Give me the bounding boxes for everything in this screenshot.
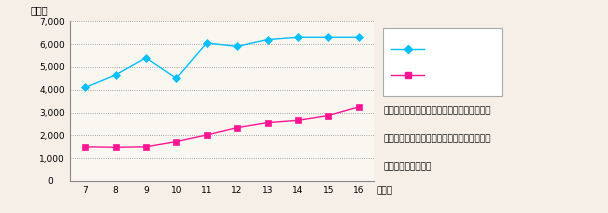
Text: 国家公務員: 国家公務員 <box>429 70 456 79</box>
Text: （総務省自治行政局公務員部公務員課作: （総務省自治行政局公務員部公務員課作 <box>383 134 491 143</box>
Text: （件）: （件） <box>30 5 48 15</box>
Text: 地方公務員: 地方公務員 <box>429 45 456 53</box>
Text: 成資料より。）: 成資料より。） <box>383 162 432 171</box>
Text: （注）地方公務員は各年度の処分数を示す。: （注）地方公務員は各年度の処分数を示す。 <box>383 106 491 115</box>
Text: （年）: （年） <box>377 186 393 195</box>
Text: 0: 0 <box>47 177 54 186</box>
